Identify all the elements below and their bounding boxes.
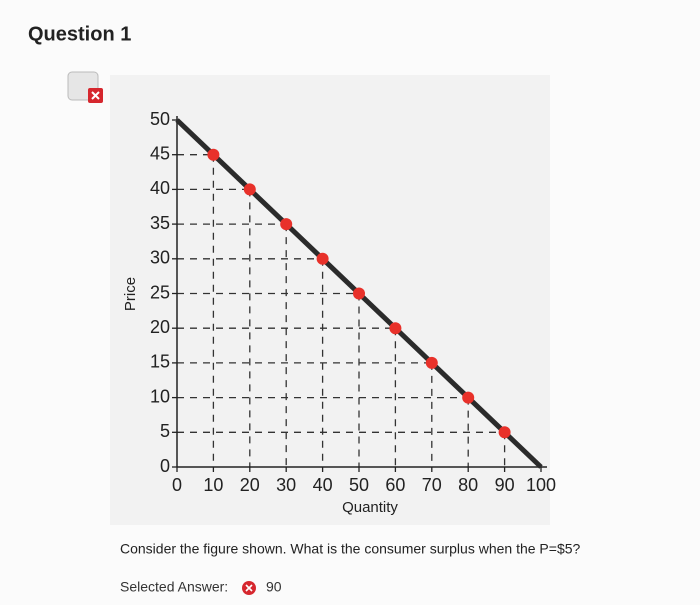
x-tick-label: 90 [495, 475, 515, 495]
x-tick-label: 80 [458, 475, 478, 495]
point [462, 391, 475, 404]
x-tick-label: 50 [349, 475, 369, 495]
chart: Quantity Price 0 5 10 15 20 25 30 35 40 45 50 0 10 20… [122, 109, 556, 516]
question-prompt: Consider the figure shown. What is the c… [120, 541, 581, 557]
y-tick-label: 5 [160, 421, 170, 441]
x-tick-label: 30 [276, 475, 296, 495]
y-tick-label: 50 [150, 109, 170, 129]
point [353, 287, 365, 300]
point [498, 426, 511, 439]
x-tick-label: 10 [203, 475, 223, 495]
point [207, 148, 220, 161]
point [425, 356, 438, 369]
y-tick-label: 45 [150, 143, 170, 163]
point [389, 322, 402, 335]
y-tick-label: 40 [150, 178, 170, 198]
x-tick-label: 60 [385, 475, 405, 495]
y-tick-label: 0 [160, 456, 170, 476]
y-tick-label: 10 [150, 386, 170, 406]
x-tick-label: 20 [240, 475, 260, 495]
y-tick-label: 20 [150, 317, 170, 337]
point [280, 218, 293, 231]
y-tick-label: 30 [150, 248, 170, 268]
status-icon [67, 71, 103, 103]
point [316, 252, 329, 265]
answer-label: Selected Answer: [120, 579, 228, 595]
x-axis-label: Quantity [342, 499, 398, 516]
x-tick-label: 40 [313, 475, 333, 495]
y-tick-label: 15 [150, 352, 170, 372]
answer: 90 [266, 579, 282, 595]
figure-background [110, 75, 550, 525]
y-tick-label: 35 [150, 213, 170, 233]
point [243, 183, 256, 196]
incorrect-icon [242, 581, 256, 595]
x-tick-label: 0 [172, 475, 182, 495]
x-tick-label: 70 [422, 475, 442, 495]
y-axis-label: Price [122, 277, 139, 311]
question-title: Question 1 [28, 23, 131, 45]
y-tick-label: 25 [150, 282, 170, 302]
x-tick-label: 100 [526, 475, 556, 495]
